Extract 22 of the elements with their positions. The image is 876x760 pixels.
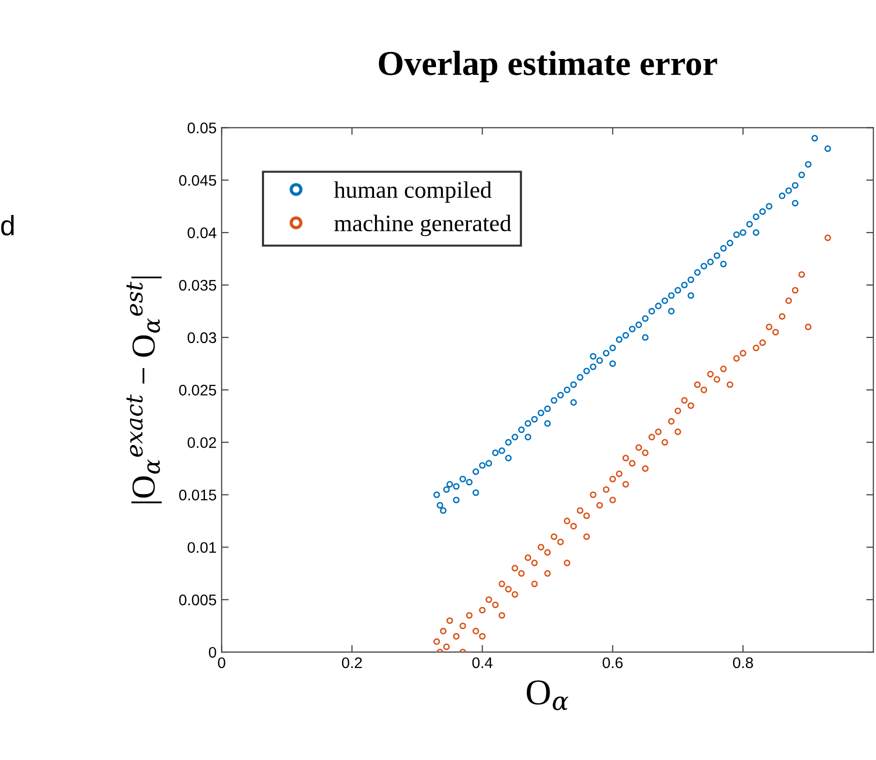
y-tick-label: 0.01 xyxy=(188,542,216,553)
x-tick-label: 0.4 xyxy=(472,657,492,668)
chart-title: Overlap estimate error xyxy=(378,50,718,82)
y-tick-label: 0.005 xyxy=(179,594,216,606)
y-axis-title: |O$_{α}$$^{exact}$ − O$_{α}$$^{est}$| xyxy=(126,276,162,504)
y-tick-label: 0.015 xyxy=(179,490,216,500)
x-tick-label: 0 xyxy=(218,657,226,668)
y-tick-label: 0.04 xyxy=(188,227,216,238)
x-tick-label: 0.6 xyxy=(602,657,623,668)
y-tick-label: 0.02 xyxy=(188,437,216,448)
y-tick-label: 0.025 xyxy=(179,384,216,396)
x-tick-label: 0.2 xyxy=(342,657,362,668)
y-tick-label: 0.05 xyxy=(188,122,216,134)
y-tick-label: 0.035 xyxy=(179,280,216,291)
legend-label: machine generated xyxy=(334,214,512,236)
y-tick-label: 0.045 xyxy=(179,174,216,186)
legend-label: human compiled xyxy=(334,181,492,203)
x-tick-label: 0.8 xyxy=(733,657,753,668)
x-axis-title: O$_{α}$ xyxy=(526,680,568,710)
y-tick-label: 0.03 xyxy=(188,332,216,344)
text: d xyxy=(1,215,14,236)
y-tick-label: 0 xyxy=(208,646,216,658)
